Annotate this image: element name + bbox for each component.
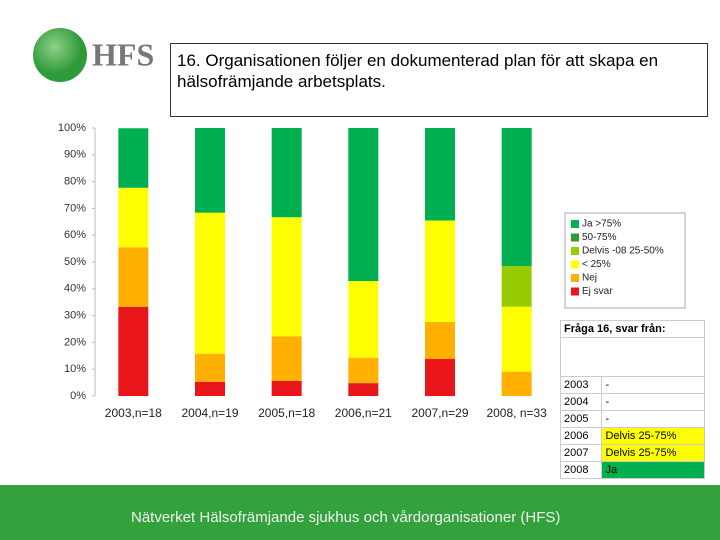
- answer-table: Fråga 16, svar från: 2003-2004-2005-2006…: [559, 320, 705, 479]
- bar-segment: [118, 187, 149, 248]
- logo-text: HFS: [92, 36, 154, 72]
- answer-cell: -: [601, 376, 705, 394]
- answer-cell: Ja: [601, 461, 705, 479]
- bar-segment: [195, 353, 225, 382]
- x-tick-label: 2008, n=33: [486, 406, 547, 420]
- bar-segment: [195, 128, 225, 213]
- table-row: 2007 Delvis 25-75%: [559, 444, 705, 462]
- year-cell: 2007: [559, 444, 603, 462]
- logo-mark: [33, 28, 87, 82]
- x-tick-label: 2007,n=29: [411, 406, 468, 420]
- bar-segment: [348, 128, 379, 282]
- bar-segment: [501, 266, 532, 307]
- bar-segment: [118, 247, 149, 307]
- x-tick-label: 2004,n=19: [181, 406, 238, 420]
- bar-segment: [195, 212, 225, 354]
- table-title: Fråga 16, svar från:: [560, 320, 705, 338]
- y-tick-label: 100%: [58, 122, 86, 134]
- bar-segment: [501, 306, 532, 372]
- y-tick-label: 30%: [64, 310, 86, 322]
- legend: [564, 212, 686, 309]
- table-row: 2006 Delvis 25-75%: [559, 427, 705, 445]
- bar-segment: [348, 281, 379, 358]
- table-row: 2004-: [559, 393, 705, 411]
- year-cell: 2008: [559, 461, 603, 479]
- legend-swatch: [571, 274, 579, 282]
- y-tick-label: 10%: [64, 363, 86, 375]
- legend-label: Delvis -08 25-50%: [582, 246, 664, 257]
- bar-segment: [425, 220, 455, 323]
- bar-segment: [348, 357, 379, 384]
- answer-cell: Delvis 25-75%: [601, 427, 705, 445]
- title: 16. Organisationen följer en dokumentera…: [170, 43, 708, 117]
- legend-label: Nej: [582, 273, 597, 284]
- y-tick-label: 20%: [64, 336, 86, 348]
- y-tick-label: 70%: [64, 202, 86, 214]
- x-tick-label: 2006,n=21: [335, 406, 392, 420]
- bar-segment: [271, 217, 302, 337]
- bar-segment: [195, 381, 225, 396]
- year-cell: 2006: [559, 427, 603, 445]
- bar-segment: [501, 371, 532, 396]
- y-tick-label: 0%: [70, 390, 86, 402]
- bar-segment: [501, 128, 532, 267]
- bar-segment: [118, 128, 149, 188]
- y-tick-label: 80%: [64, 176, 86, 188]
- year-cell: 2005: [559, 410, 603, 428]
- legend-swatch: [571, 233, 579, 242]
- bar-segment: [348, 383, 379, 396]
- table-row: 2005-: [559, 410, 705, 428]
- footer-text: Nätverket Hälsofrämjande sjukhus och vår…: [131, 509, 561, 526]
- legend-label: < 25%: [582, 259, 611, 270]
- x-tick-label: 2005,n=18: [258, 406, 315, 420]
- answer-cell: Delvis 25-75%: [601, 444, 705, 462]
- y-tick-label: 60%: [64, 229, 86, 241]
- table-row: 2003-: [559, 376, 705, 394]
- bar-segment: [118, 306, 149, 396]
- bar-segment: [425, 322, 455, 360]
- bar-segment: [425, 359, 455, 396]
- legend-swatch: [571, 247, 579, 255]
- bar-segment: [425, 128, 455, 221]
- table-row: 2008 Ja: [559, 461, 705, 479]
- legend-label: 50-75%: [582, 232, 617, 243]
- answer-cell: -: [601, 410, 705, 428]
- x-tick-label: 2003,n=18: [105, 406, 162, 420]
- bar-segment: [271, 128, 302, 218]
- y-tick-label: 50%: [64, 256, 86, 268]
- legend-swatch: [571, 220, 579, 228]
- year-cell: 2004: [559, 393, 603, 411]
- chart: HFS 0% 10% 20% 30% 40% 50% 60% 70% 80% 90% 100% 200…: [33, 28, 686, 420]
- bar-segment: [271, 380, 302, 396]
- y-tick-label: 40%: [64, 283, 86, 295]
- answer-cell: -: [601, 393, 705, 411]
- footer: Nätverket Hälsofrämjande sjukhus och vår…: [0, 485, 720, 540]
- y-tick-label: 90%: [64, 149, 86, 161]
- legend-swatch: [571, 260, 579, 269]
- bar-segment: [271, 336, 302, 381]
- year-cell: 2003: [559, 376, 603, 394]
- legend-label: Ja >75%: [582, 219, 621, 230]
- legend-swatch: [571, 287, 579, 296]
- legend-label: Ej svar: [582, 286, 613, 297]
